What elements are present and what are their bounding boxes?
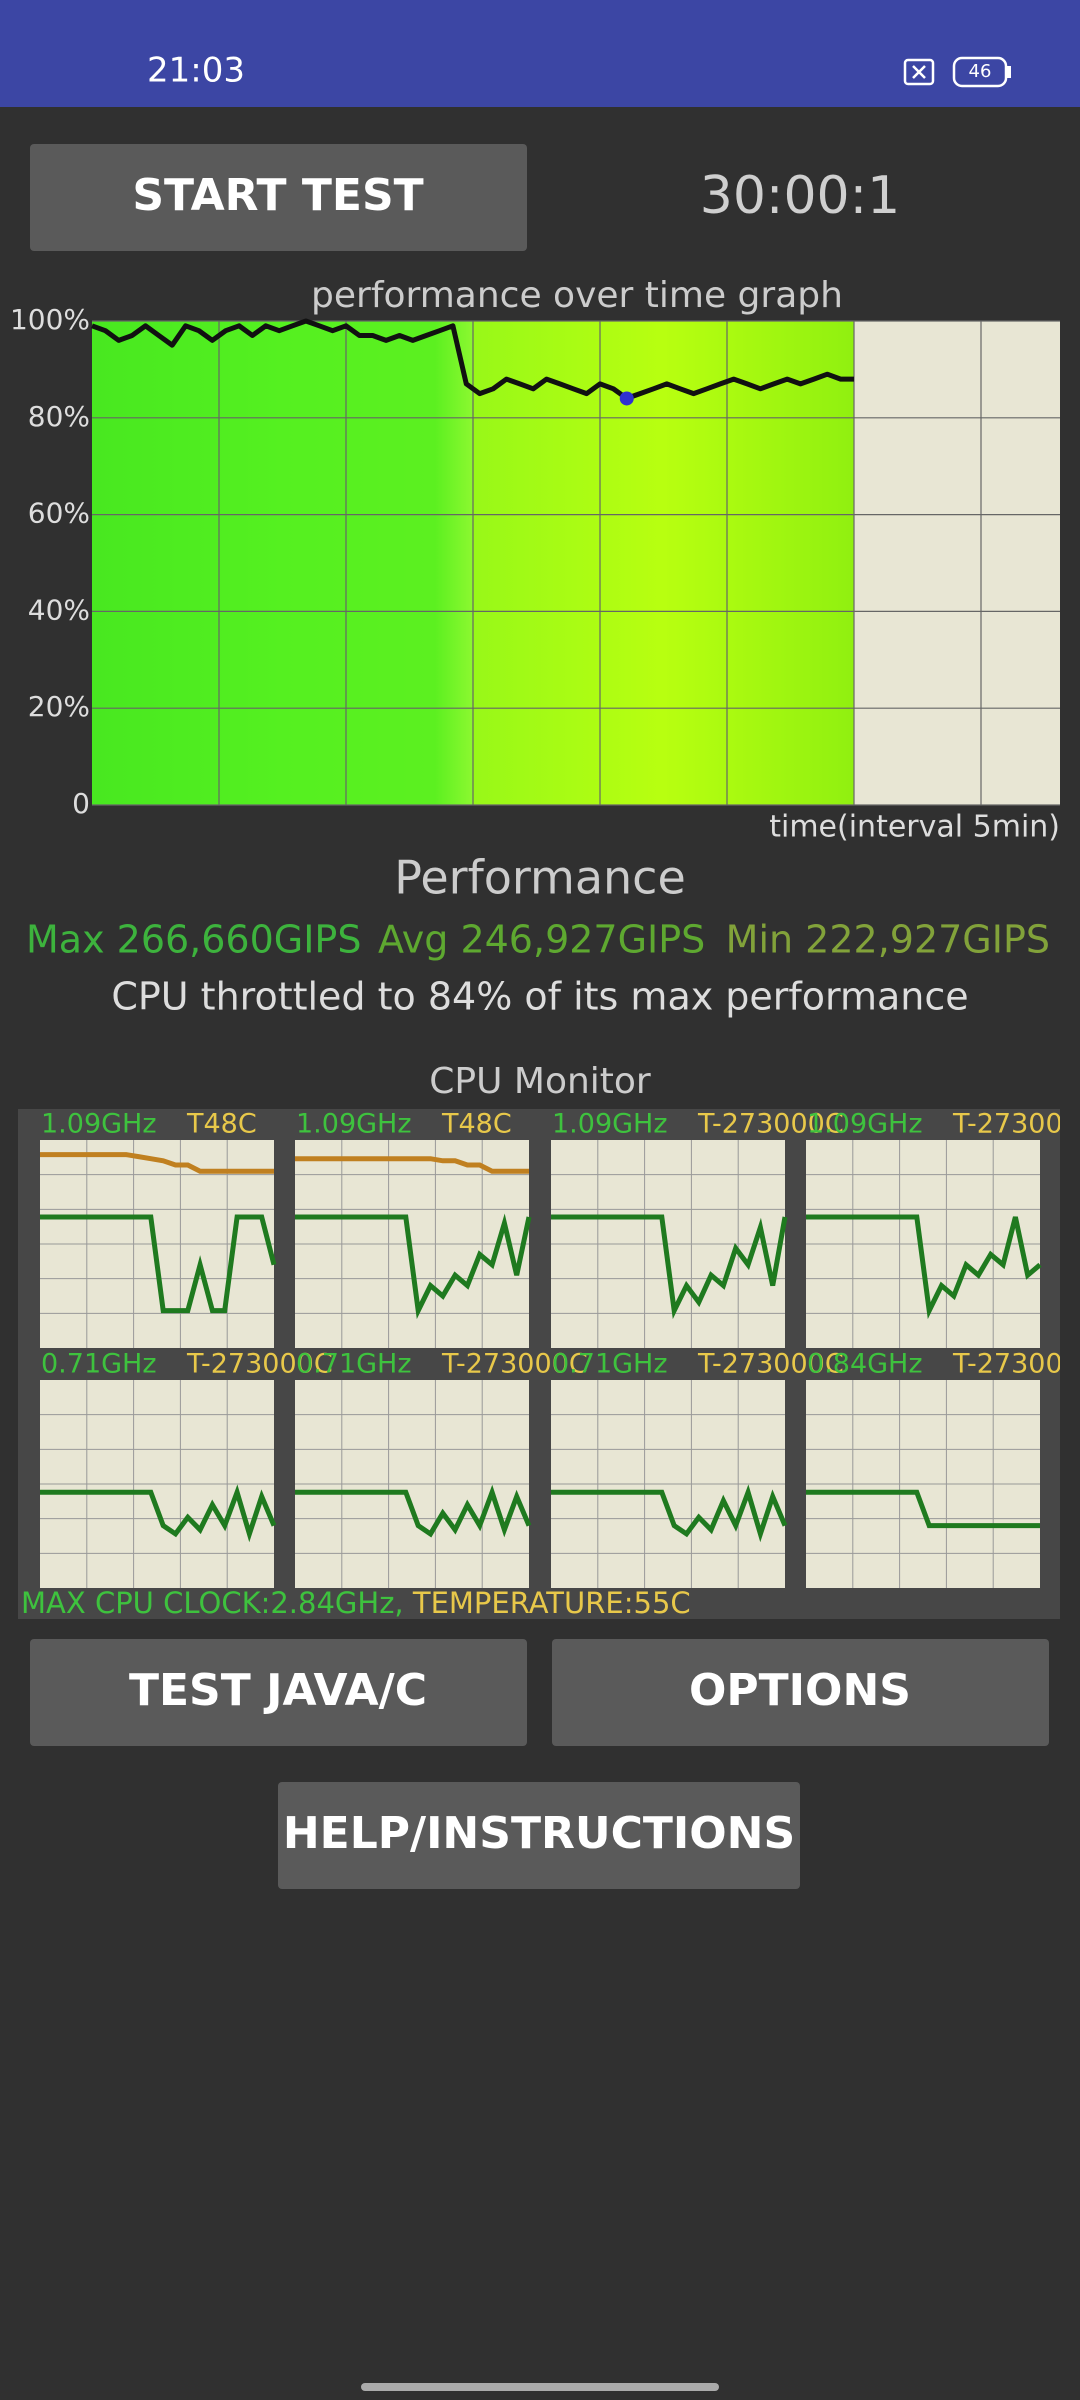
- throttle-summary: CPU throttled to 84% of its max performa…: [111, 975, 968, 1019]
- options-label[interactable]: OPTIONS: [689, 1665, 911, 1716]
- help-button[interactable]: [278, 1782, 800, 1889]
- y-tick-label: 0: [72, 787, 90, 820]
- frequency-line: [295, 1484, 532, 1538]
- core-temperature: T-273000C: [186, 1349, 333, 1380]
- clock: 21:03: [147, 51, 245, 91]
- core-temperature: T-273000C: [697, 1109, 844, 1140]
- notification-icon-cross: [912, 65, 926, 79]
- timer: 30:00:1: [700, 166, 900, 226]
- max-clock: MAX CPU CLOCK:2.84GHz,: [21, 1586, 413, 1620]
- graph-title: performance over time graph: [311, 275, 843, 316]
- options-button[interactable]: [552, 1639, 1049, 1746]
- core-temperature: T48C: [186, 1109, 257, 1140]
- min-performance: Min 222,927GIPS: [726, 918, 1050, 962]
- notification-icon: [903, 58, 935, 86]
- cpu-summary: MAX CPU CLOCK:2.84GHz, TEMPERATURE:55C: [21, 1586, 691, 1620]
- frequency-line: [806, 1489, 1040, 1529]
- start-test-button[interactable]: [30, 144, 527, 251]
- core-frequency: 1.09GHz: [807, 1109, 923, 1140]
- test-java-c-label[interactable]: TEST JAVA/C: [129, 1665, 427, 1716]
- temperature: TEMPERATURE:55C: [412, 1586, 691, 1620]
- core-frequency: 0.71GHz: [296, 1349, 412, 1380]
- battery-icon: [952, 56, 1008, 88]
- performance-line: [91, 318, 854, 401]
- core-temperature: T-273000C: [697, 1349, 844, 1380]
- core-frequency: 0.84GHz: [807, 1349, 923, 1380]
- battery-level: 46: [969, 61, 992, 82]
- frequency-line: [806, 1214, 1042, 1320]
- performance-graph: [91, 318, 1060, 806]
- cpu-monitor-title: CPU Monitor: [429, 1061, 651, 1102]
- y-tick-label: 100%: [10, 303, 90, 336]
- core-temperature: T-273000C: [441, 1349, 588, 1380]
- core-temperature: T-273000C: [952, 1109, 1080, 1140]
- frequency-line: [551, 1214, 788, 1320]
- frequency-line: [551, 1484, 788, 1543]
- core-frequency: 0.71GHz: [41, 1349, 157, 1380]
- core-temperature: T48C: [441, 1109, 512, 1140]
- max-performance: Max 266,660GIPS: [26, 918, 361, 962]
- core-frequency: 1.09GHz: [41, 1109, 157, 1140]
- battery-tip: [1007, 66, 1011, 78]
- cpu-monitor-cells: 1.09GHz T48C 1.09GHz T48C 1.09GHz T-273000C1.…: [40, 1109, 1080, 1588]
- y-tick-label: 20%: [28, 690, 90, 723]
- help-label[interactable]: HELP/INSTRUCTIONS: [283, 1808, 795, 1859]
- core-temperature: T-273000C: [952, 1349, 1080, 1380]
- start-test-label[interactable]: START TEST: [132, 170, 423, 221]
- x-axis-label: time(interval 5min): [769, 810, 1060, 845]
- performance-fill: [92, 321, 473, 805]
- temperature-line: [295, 1156, 529, 1174]
- performance-fill: [473, 321, 854, 805]
- test-java-c-button[interactable]: [30, 1639, 527, 1746]
- frequency-line: [40, 1484, 277, 1543]
- performance-title: Performance: [394, 851, 686, 905]
- core-frequency: 0.71GHz: [552, 1349, 668, 1380]
- home-indicator[interactable]: [361, 2383, 719, 2391]
- min-marker: [619, 391, 634, 406]
- core-frequency: 1.09GHz: [296, 1109, 412, 1140]
- core-frequency: 1.09GHz: [552, 1109, 668, 1140]
- y-tick-label: 40%: [28, 593, 90, 626]
- status-bar: [0, 0, 1080, 107]
- frequency-line: [295, 1213, 532, 1320]
- y-tick-label: 80%: [28, 400, 90, 433]
- y-tick-label: 60%: [28, 497, 90, 530]
- frequency-line: [40, 1214, 277, 1314]
- avg-performance: Avg 246,927GIPS: [378, 918, 705, 962]
- temperature-line: [40, 1152, 274, 1174]
